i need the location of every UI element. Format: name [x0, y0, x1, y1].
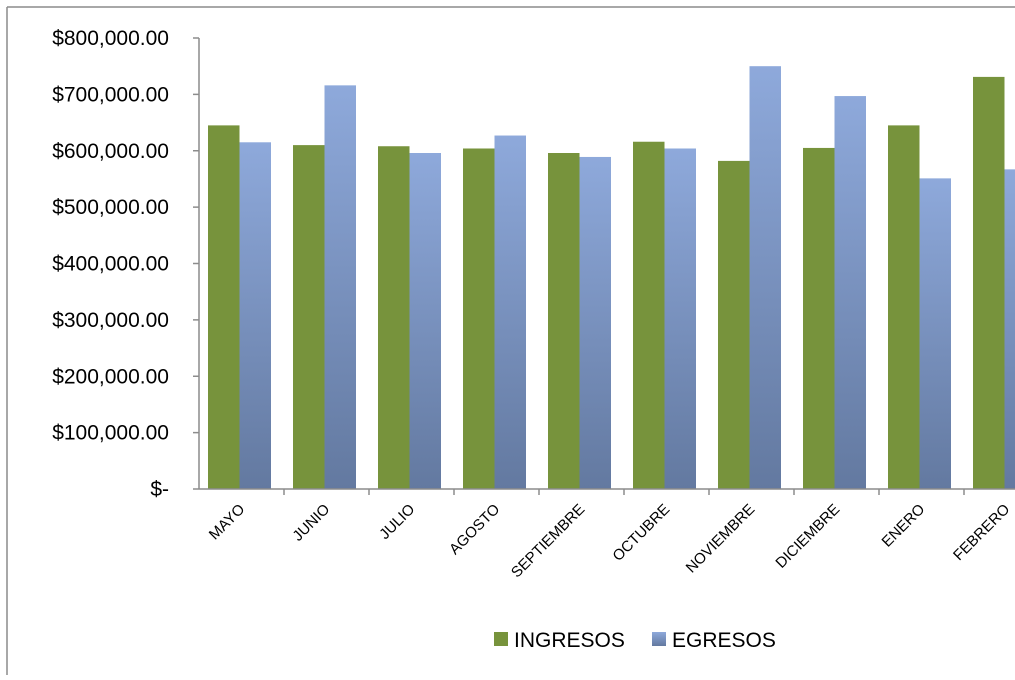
- x-tick-label: SEPTIEMBRE: [508, 501, 588, 581]
- bar-ingresos: [208, 125, 240, 489]
- bar-egresos: [495, 136, 527, 489]
- legend-label-ingresos: INGRESOS: [514, 629, 625, 652]
- y-tick-label: $-: [150, 478, 169, 501]
- x-tick-label: DICIEMBRE: [772, 501, 843, 572]
- y-tick-label: $700,000.00: [52, 83, 169, 106]
- bar-ingresos: [888, 125, 920, 489]
- y-tick-label: $800,000.00: [52, 27, 169, 50]
- bar-egresos: [325, 85, 357, 489]
- y-tick-label: $500,000.00: [52, 196, 169, 219]
- x-tick-label: JUNIO: [289, 501, 333, 545]
- x-tick-label: OCTUBRE: [609, 501, 673, 565]
- bar-ingresos: [803, 148, 835, 489]
- bar-ingresos: [463, 148, 495, 489]
- y-axis: $800,000.00 $700,000.00 $600,000.00 $500,00…: [52, 27, 199, 501]
- bar-ingresos: [633, 142, 665, 489]
- bar-egresos: [580, 157, 612, 489]
- y-tick-label: $300,000.00: [52, 309, 169, 332]
- bar-egresos: [835, 96, 867, 489]
- bar-ingresos: [718, 161, 750, 489]
- bar-egresos: [240, 142, 272, 489]
- x-tick-label: AGOSTO: [446, 501, 503, 558]
- y-tick-label: $100,000.00: [52, 422, 169, 445]
- x-tick-label: NOVIEMBRE: [683, 501, 759, 577]
- x-tick-label: JULIO: [376, 501, 418, 543]
- y-tick-label: $400,000.00: [52, 253, 169, 276]
- x-tick-label: FEBRERO: [950, 501, 1013, 564]
- bar-ingresos: [378, 146, 410, 489]
- bar-ingresos: [293, 145, 325, 489]
- legend-swatch-egresos: [652, 632, 666, 646]
- bar-ingresos: [548, 153, 580, 489]
- bar-egresos: [410, 153, 442, 489]
- y-tick-label: $600,000.00: [52, 140, 169, 163]
- bar-egresos: [920, 178, 952, 489]
- bar-ingresos: [973, 77, 1005, 489]
- y-tick-label: $200,000.00: [52, 365, 169, 388]
- x-tick-label: MAYO: [206, 501, 248, 543]
- bar-egresos: [1005, 169, 1015, 489]
- legend-label-egresos: EGRESOS: [672, 629, 776, 652]
- bar-egresos: [750, 66, 782, 489]
- x-tick-label: ENERO: [879, 501, 929, 551]
- legend: INGRESOS EGRESOS: [494, 629, 776, 652]
- bar-egresos: [665, 148, 697, 489]
- legend-swatch-ingresos: [494, 632, 508, 646]
- bars: [208, 66, 1015, 489]
